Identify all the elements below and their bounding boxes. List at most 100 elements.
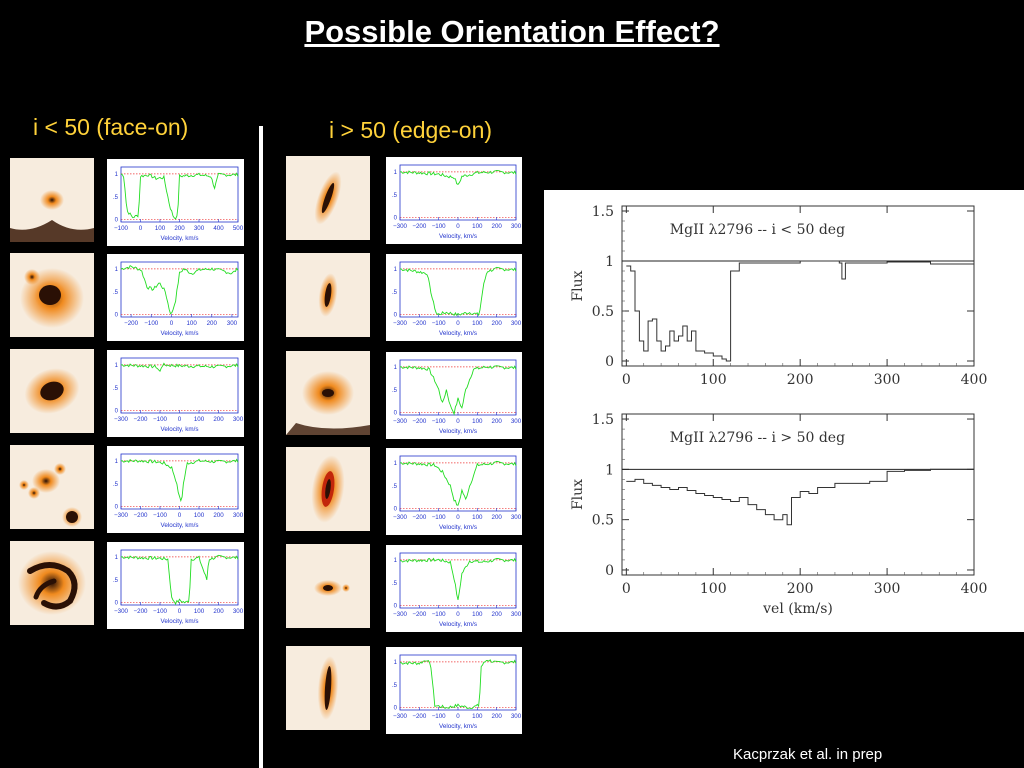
- y-tick-label: 0: [394, 706, 398, 712]
- y-axis-label: Flux: [570, 479, 586, 510]
- x-tick-label: 0: [178, 512, 182, 519]
- x-tick-label: 300: [874, 581, 901, 597]
- x-tick-label: 300: [233, 416, 244, 423]
- x-axis-label: vel (km/s): [762, 601, 833, 617]
- y-tick-label: 0: [605, 563, 614, 579]
- x-tick-label: −200: [412, 418, 426, 425]
- x-tick-label: 100: [186, 320, 197, 327]
- x-tick-label: −300: [114, 608, 128, 615]
- x-tick-label: 300: [874, 372, 901, 388]
- plot-title: MgII λ2796 -- i > 50 deg: [670, 430, 845, 446]
- y-tick-label: .5: [392, 484, 398, 490]
- x-tick-label: 200: [213, 512, 224, 519]
- x-tick-label: −100: [153, 416, 167, 423]
- x-tick-label: 200: [492, 223, 503, 230]
- face-on-5-galaxy-image: [10, 541, 94, 625]
- flux-series: [626, 260, 975, 362]
- y-tick-label: 0.5: [592, 513, 614, 529]
- x-tick-label: 300: [194, 225, 205, 232]
- y-tick-label: .5: [392, 388, 398, 394]
- x-tick-label: −200: [412, 611, 426, 618]
- x-tick-label: 200: [492, 514, 503, 521]
- y-tick-label: 0: [115, 409, 119, 415]
- x-tick-label: −100: [432, 713, 446, 720]
- x-tick-label: 0: [456, 611, 460, 618]
- y-tick-label: 1: [115, 267, 119, 273]
- face-on-2-spectrum-svg: 1 .5 0 −200 −100 0 100 200 300 Velocity, km/s: [113, 261, 239, 337]
- flux-line: [399, 460, 517, 506]
- y-tick-label: 1: [115, 555, 119, 561]
- edge-on-1-galaxy-svg: [314, 171, 342, 225]
- edge-on-heading: i > 50 (edge-on): [329, 117, 493, 143]
- y-tick-label: .5: [113, 195, 119, 201]
- flux-line: [399, 659, 517, 710]
- x-tick-label: −100: [144, 320, 158, 327]
- x-tick-label: 100: [194, 608, 205, 615]
- face-on-3-galaxy-image: [10, 349, 94, 433]
- x-axis-label: Velocity, km/s: [160, 235, 198, 242]
- face-on-5-galaxy-svg: [18, 551, 86, 615]
- face-on-3-galaxy-svg: [24, 368, 80, 414]
- face-on-1-spectrum: 1.5 0 −100 0 100 200 300 400 500 Velocity, km/s: [107, 159, 244, 246]
- x-tick-label: 300: [233, 608, 244, 615]
- axes-frame: [120, 261, 239, 318]
- y-tick-label: 1: [605, 462, 614, 478]
- mgii-plot-2: 0 0.5 1 1.5 0 100 200 300 400 Flux MgII λ2796 -- i…: [570, 412, 987, 617]
- x-tick-label: 300: [227, 320, 238, 327]
- y-tick-label: 0.5: [592, 304, 614, 320]
- x-axis-label: Velocity, km/s: [160, 426, 198, 433]
- flux-line: [399, 169, 517, 185]
- x-tick-label: 100: [700, 581, 727, 597]
- flux-line: [400, 266, 517, 317]
- y-tick-label: .5: [392, 290, 398, 296]
- x-tick-label: 0: [622, 372, 631, 388]
- y-tick-label: 0: [605, 354, 614, 370]
- x-tick-label: −200: [412, 223, 426, 230]
- x-tick-label: 300: [511, 713, 522, 720]
- x-tick-label: 100: [194, 512, 205, 519]
- face-on-2-galaxy-image: [10, 253, 94, 337]
- y-tick-label: 1: [115, 459, 119, 465]
- x-tick-label: 100: [700, 372, 727, 388]
- face-on-1-galaxy-image: [10, 158, 94, 242]
- x-tick-label: 200: [207, 320, 218, 327]
- x-axis-label: Velocity, km/s: [439, 723, 477, 730]
- y-tick-label: 1: [394, 660, 398, 666]
- edge-on-6-galaxy-image: [286, 646, 370, 730]
- x-tick-label: 0: [622, 581, 631, 597]
- edge-on-6-spectrum: 1.5 0 −300 −200 −100 0 100 200 300 Velocity, km/s: [386, 647, 522, 734]
- x-axis-label: Velocity, km/s: [160, 618, 198, 625]
- plot-title: MgII λ2796 -- i < 50 deg: [670, 222, 845, 238]
- edge-on-3-galaxy-image: [286, 351, 370, 435]
- edge-on-3-galaxy-svg: [286, 371, 370, 435]
- face-on-3-spectrum: 1.5 0 −300 −200 −100 0 100 200 300 Velocity, km/s: [107, 350, 244, 437]
- flux-line: [120, 362, 239, 373]
- x-tick-label: 0: [170, 320, 174, 327]
- x-tick-label: 0: [456, 418, 460, 425]
- column-divider: [259, 126, 263, 768]
- face-on-4-spectrum: 1.5 0 −300 −200 −100 0 100 200 300 Velocity, km/s: [107, 446, 244, 533]
- x-tick-label: 200: [492, 320, 503, 327]
- edge-on-1-galaxy-image: [286, 156, 370, 240]
- flux-line: [120, 172, 239, 220]
- x-axis-label: Velocity, km/s: [439, 330, 477, 337]
- slide-title: Possible Orientation Effect?: [304, 14, 720, 49]
- flux-line: [399, 365, 517, 416]
- x-tick-label: 100: [472, 320, 483, 327]
- x-tick-label: 100: [472, 611, 483, 618]
- x-tick-label: −200: [134, 608, 148, 615]
- x-tick-label: −300: [393, 713, 407, 720]
- x-tick-label: −300: [393, 611, 407, 618]
- y-tick-label: .5: [113, 290, 119, 296]
- x-tick-label: 0: [456, 320, 460, 327]
- edge-on-1-spectrum: 1.5 0 −300 −200 −100 0 100 200 300 Velocity, km/s: [386, 157, 522, 244]
- y-tick-label: .5: [392, 581, 398, 587]
- flux-line: [120, 264, 239, 315]
- y-tick-label: 0: [394, 216, 398, 222]
- x-tick-label: −300: [114, 512, 128, 519]
